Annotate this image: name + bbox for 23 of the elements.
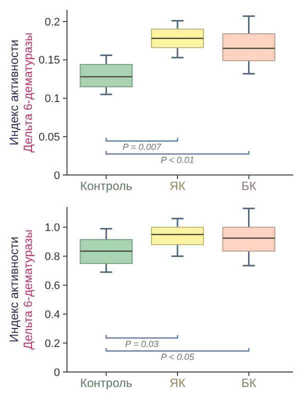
- y-tick-label: 0.05: [38, 131, 60, 144]
- x-tick-label: Контроль: [80, 376, 132, 390]
- y-tick-label: 0.2: [44, 338, 60, 350]
- x-tick-label: БК: [241, 376, 256, 390]
- y-tick-label: 1.0: [44, 222, 60, 234]
- annotation: P < 0.05: [160, 352, 196, 362]
- y-tick-label: 0.6: [44, 280, 60, 292]
- y-tick-label: 0.1: [44, 93, 60, 106]
- annotation: P = 0.03: [125, 339, 159, 349]
- y-axis-title: Индекс активности Дельта 6-дематуразы: [7, 32, 35, 152]
- annotation: P < 0.01: [160, 155, 194, 165]
- y-tick-label: 0.8: [44, 251, 60, 264]
- x-tick-label: ЯК: [170, 376, 186, 390]
- annotation: P = 0.007: [122, 142, 162, 152]
- y-tick-label: 0.4: [44, 308, 60, 321]
- y-axis-title: Индекс активности Дельта 6-дематуразы: [7, 230, 35, 350]
- x-tick-label: БК: [241, 179, 256, 193]
- y-tick-label: 0.15: [38, 54, 60, 67]
- x-tick-label: Контроль: [80, 179, 132, 193]
- y-tick-label: 0: [54, 366, 60, 379]
- x-tick-label: ЯК: [170, 179, 186, 193]
- y-tick-label: 0: [54, 170, 60, 182]
- y-tick-label: 0.2: [44, 16, 60, 28]
